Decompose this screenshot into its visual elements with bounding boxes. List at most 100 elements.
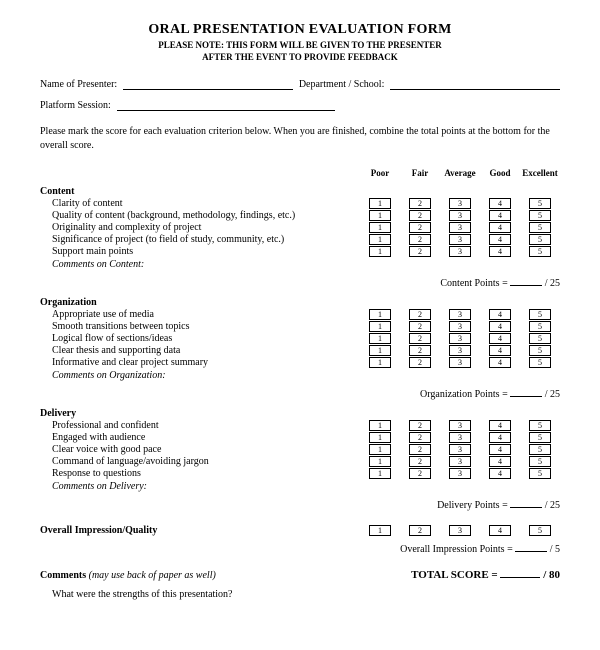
rating-box[interactable]: 3 — [449, 246, 471, 257]
organization-title: Organization — [40, 297, 560, 308]
overall-boxes: 1 2 3 4 5 — [360, 525, 560, 536]
total-max: / 80 — [543, 569, 560, 581]
dept-input-line[interactable] — [390, 79, 560, 90]
delivery-points: Delivery Points = / 25 — [40, 498, 560, 511]
rating-box[interactable]: 5 — [529, 345, 551, 356]
rating-box[interactable]: 3 — [449, 468, 471, 479]
rating-box[interactable]: 2 — [409, 345, 431, 356]
rating-box[interactable]: 2 — [409, 198, 431, 209]
rating-box[interactable]: 2 — [409, 456, 431, 467]
rating-box[interactable]: 3 — [449, 432, 471, 443]
overall-points-blank[interactable] — [515, 542, 547, 552]
rating-box[interactable]: 5 — [529, 444, 551, 455]
rating-box[interactable]: 4 — [489, 210, 511, 221]
subtitle-line-1: PLEASE NOTE: THIS FORM WILL BE GIVEN TO … — [158, 40, 442, 50]
rating-box[interactable]: 3 — [449, 222, 471, 233]
rating-box[interactable]: 1 — [369, 456, 391, 467]
rating-box[interactable]: 2 — [409, 525, 431, 536]
rating-box[interactable]: 5 — [529, 222, 551, 233]
platform-label: Platform Session: — [40, 100, 111, 111]
rating-box[interactable]: 2 — [409, 357, 431, 368]
rating-box[interactable]: 4 — [489, 456, 511, 467]
rating-box[interactable]: 4 — [489, 321, 511, 332]
rating-box[interactable]: 2 — [409, 321, 431, 332]
rating-box[interactable]: 2 — [409, 432, 431, 443]
rating-box[interactable]: 4 — [489, 432, 511, 443]
name-input-line[interactable] — [123, 79, 293, 90]
rating-box[interactable]: 5 — [529, 333, 551, 344]
content-points-blank[interactable] — [510, 276, 542, 286]
rating-box[interactable]: 5 — [529, 234, 551, 245]
rating-box[interactable]: 4 — [489, 468, 511, 479]
rating-box[interactable]: 1 — [369, 420, 391, 431]
rating-box[interactable]: 2 — [409, 210, 431, 221]
rating-box[interactable]: 2 — [409, 234, 431, 245]
rating-box[interactable]: 5 — [529, 309, 551, 320]
rating-box[interactable]: 3 — [449, 444, 471, 455]
rating-box[interactable]: 4 — [489, 333, 511, 344]
rating-box[interactable]: 5 — [529, 432, 551, 443]
platform-row: Platform Session: — [40, 100, 560, 111]
rating-box[interactable]: 3 — [449, 234, 471, 245]
rating-box[interactable]: 1 — [369, 309, 391, 320]
rating-box[interactable]: 4 — [489, 444, 511, 455]
rating-box[interactable]: 1 — [369, 432, 391, 443]
strengths-question: What were the strengths of this presenta… — [40, 589, 560, 600]
rating-box[interactable]: 3 — [449, 525, 471, 536]
rating-box[interactable]: 4 — [489, 222, 511, 233]
rating-box[interactable]: 3 — [449, 309, 471, 320]
rating-box[interactable]: 1 — [369, 321, 391, 332]
rating-box[interactable]: 5 — [529, 321, 551, 332]
rating-box[interactable]: 5 — [529, 198, 551, 209]
organization-points-blank[interactable] — [510, 387, 542, 397]
rating-box[interactable]: 5 — [529, 210, 551, 221]
rating-box[interactable]: 1 — [369, 357, 391, 368]
rating-box[interactable]: 2 — [409, 468, 431, 479]
rating-box[interactable]: 2 — [409, 309, 431, 320]
rating-box[interactable]: 3 — [449, 333, 471, 344]
rating-box[interactable]: 4 — [489, 345, 511, 356]
rating-box[interactable]: 2 — [409, 420, 431, 431]
rating-box[interactable]: 4 — [489, 420, 511, 431]
rating-box[interactable]: 1 — [369, 525, 391, 536]
rating-box[interactable]: 1 — [369, 198, 391, 209]
rating-box[interactable]: 3 — [449, 345, 471, 356]
rating-box[interactable]: 1 — [369, 210, 391, 221]
total-blank[interactable] — [500, 567, 540, 578]
rating-box[interactable]: 2 — [409, 246, 431, 257]
rating-box[interactable]: 1 — [369, 333, 391, 344]
rating-box[interactable]: 5 — [529, 525, 551, 536]
rating-box[interactable]: 4 — [489, 525, 511, 536]
rating-box[interactable]: 3 — [449, 456, 471, 467]
rating-box[interactable]: 3 — [449, 210, 471, 221]
rating-box[interactable]: 4 — [489, 234, 511, 245]
delivery-points-blank[interactable] — [510, 498, 542, 508]
rating-box[interactable]: 2 — [409, 444, 431, 455]
rating-box[interactable]: 1 — [369, 234, 391, 245]
rating-box[interactable]: 4 — [489, 246, 511, 257]
rating-box[interactable]: 5 — [529, 246, 551, 257]
rating-box[interactable]: 4 — [489, 198, 511, 209]
rating-box[interactable]: 2 — [409, 222, 431, 233]
content-comments-label: Comments on Content: — [40, 259, 560, 270]
rating-box[interactable]: 5 — [529, 357, 551, 368]
rating-box[interactable]: 1 — [369, 444, 391, 455]
rating-box[interactable]: 1 — [369, 468, 391, 479]
rating-box[interactable]: 4 — [489, 309, 511, 320]
platform-input-line[interactable] — [117, 100, 336, 111]
criterion-label: Logical flow of sections/ideas — [40, 333, 360, 344]
content-points-label: Content Points = — [440, 278, 507, 289]
rating-box[interactable]: 1 — [369, 345, 391, 356]
rating-box[interactable]: 2 — [409, 333, 431, 344]
rating-box[interactable]: 4 — [489, 357, 511, 368]
rating-box[interactable]: 5 — [529, 456, 551, 467]
rating-box[interactable]: 1 — [369, 222, 391, 233]
rating-box[interactable]: 5 — [529, 420, 551, 431]
rating-box[interactable]: 3 — [449, 198, 471, 209]
rating-box[interactable]: 1 — [369, 246, 391, 257]
rating-box[interactable]: 3 — [449, 420, 471, 431]
criterion-row: Response to questions12345 — [40, 468, 560, 479]
rating-box[interactable]: 3 — [449, 321, 471, 332]
rating-box[interactable]: 3 — [449, 357, 471, 368]
rating-box[interactable]: 5 — [529, 468, 551, 479]
